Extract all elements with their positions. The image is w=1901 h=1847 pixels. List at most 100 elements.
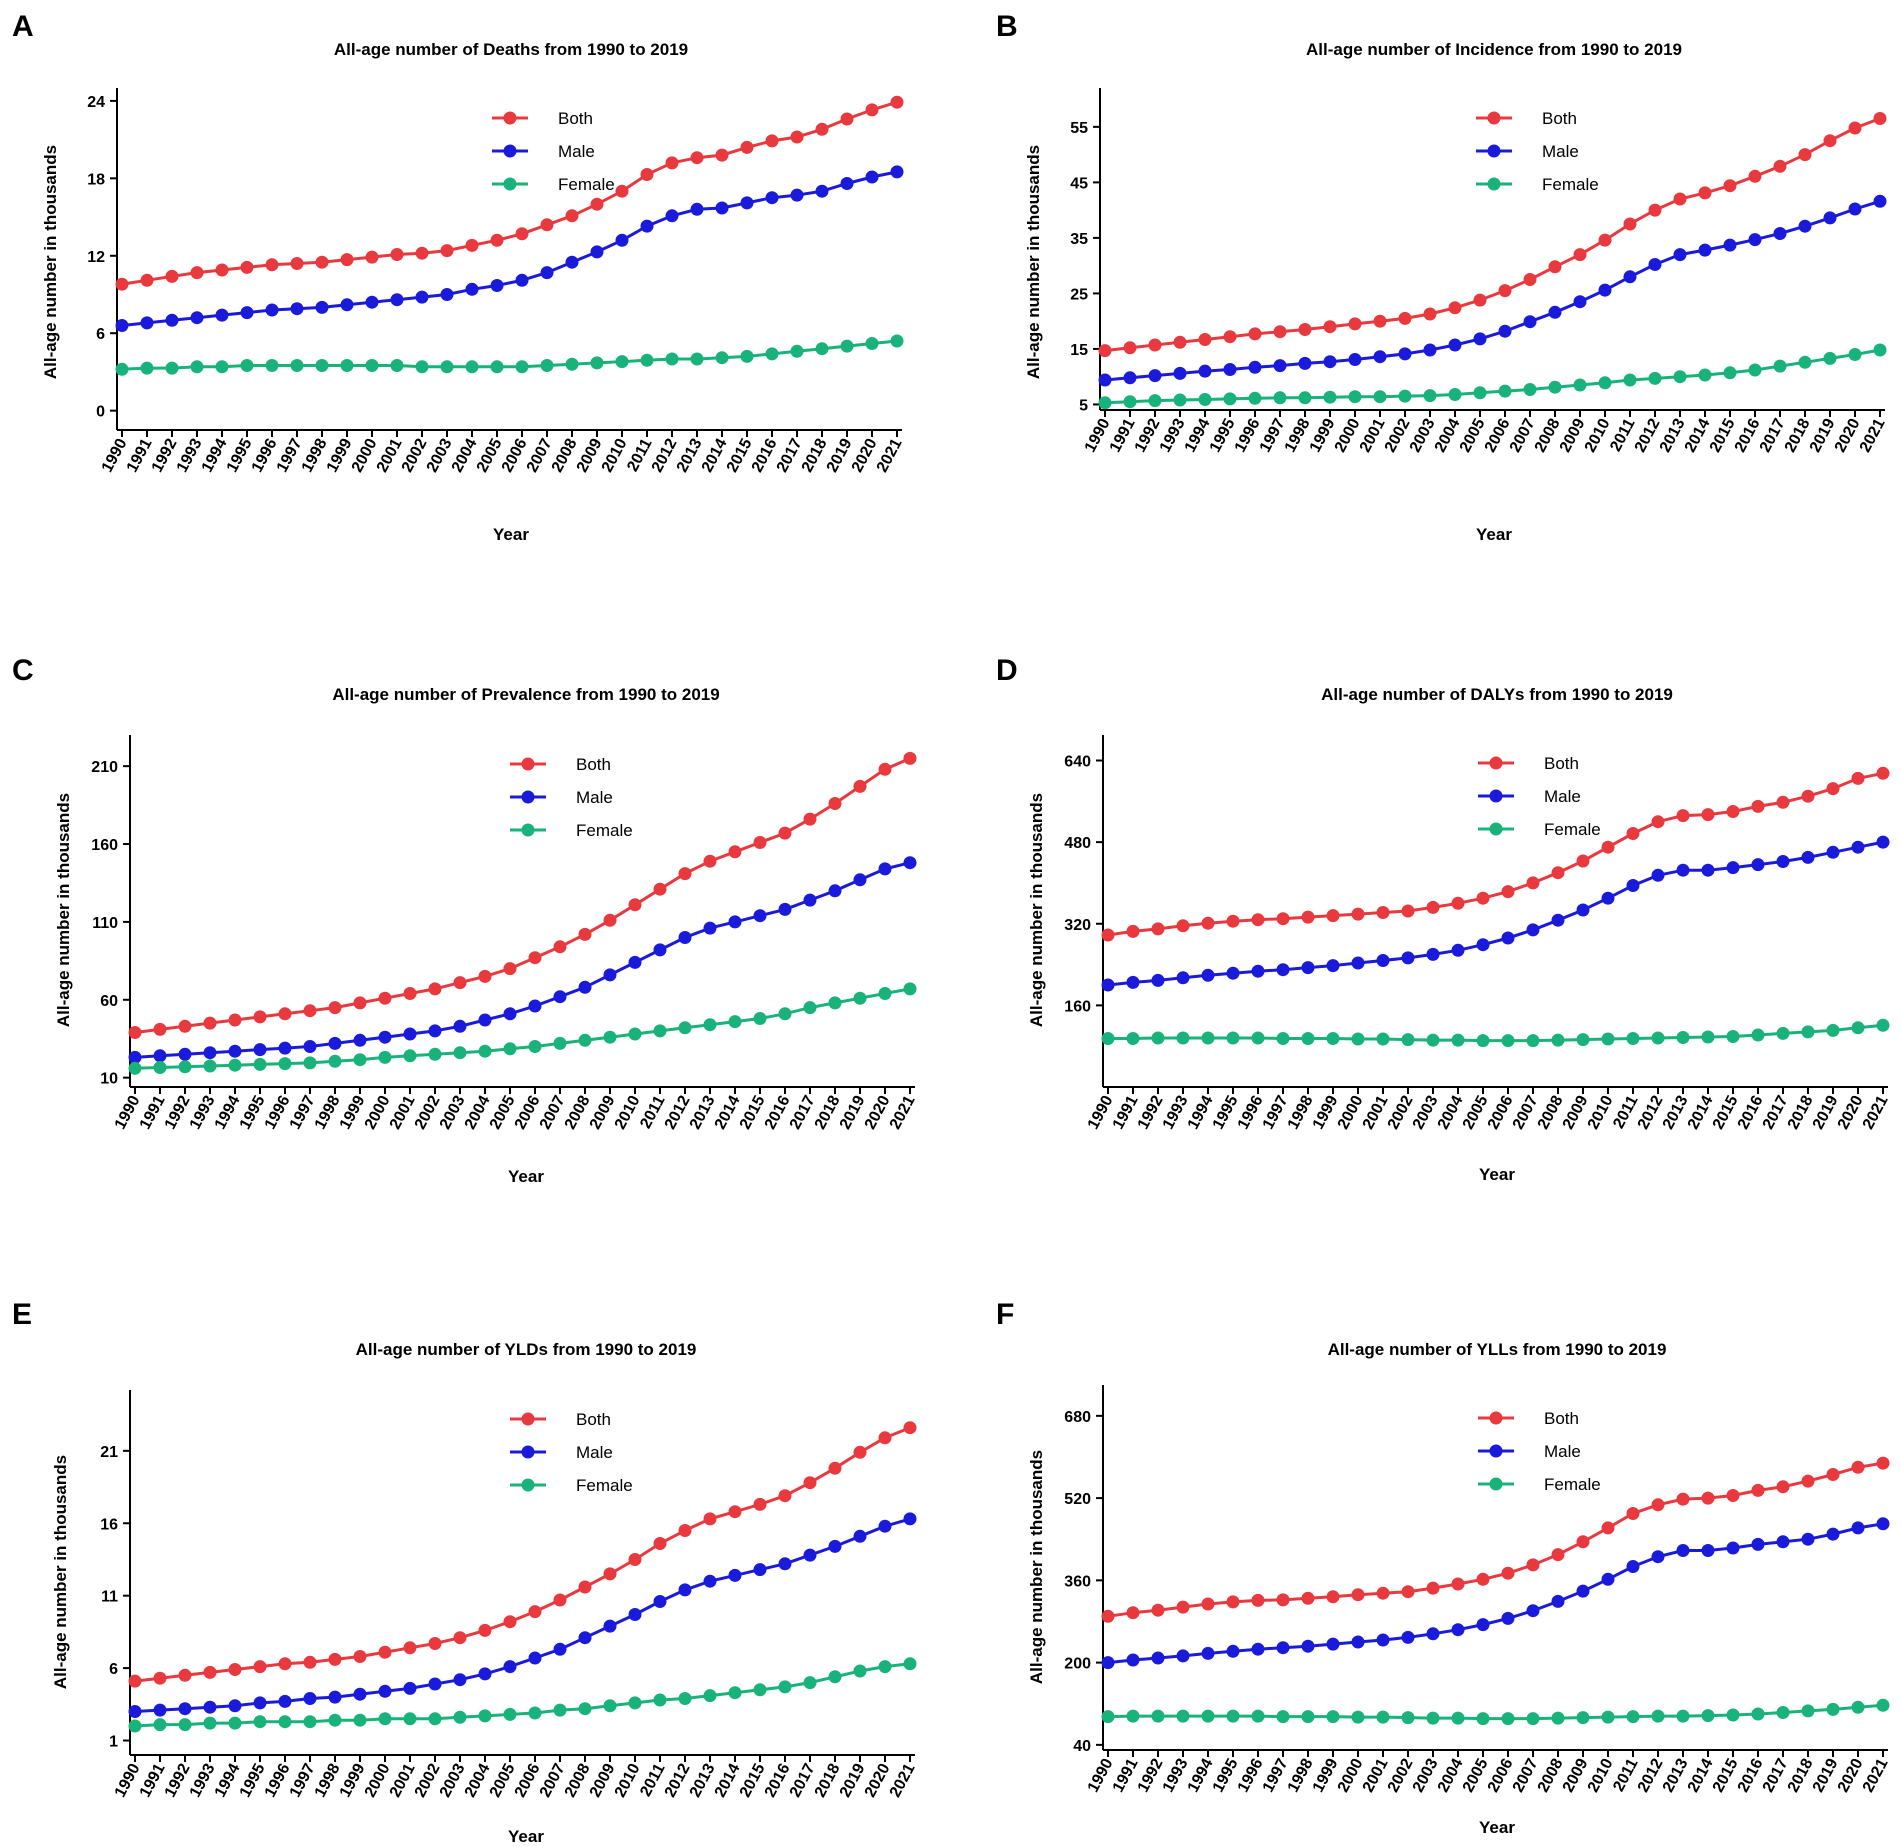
data-point-male [1198, 364, 1212, 378]
data-point-both [1226, 914, 1240, 928]
data-point-female [578, 1702, 592, 1716]
data-point-female [1626, 1032, 1640, 1045]
data-point-female [1376, 1710, 1390, 1724]
data-point-both [1598, 233, 1612, 247]
data-point-male [1348, 353, 1362, 366]
data-point-both [1476, 891, 1490, 905]
y-tick-label: 0 [96, 404, 105, 421]
data-point-female [778, 1680, 792, 1694]
data-point-female [178, 1718, 192, 1732]
data-point-female [1476, 1712, 1490, 1726]
data-point-male [328, 1690, 342, 1704]
data-point-male [1223, 363, 1237, 376]
data-point-male [428, 1024, 442, 1038]
data-point-male [403, 1681, 417, 1695]
data-point-female [665, 352, 679, 366]
data-point-both [1601, 840, 1615, 854]
y-tick-label: 320 [1064, 917, 1091, 934]
data-point-male [1426, 947, 1440, 961]
data-point-female [740, 349, 754, 363]
data-point-male [453, 1673, 467, 1687]
data-point-male [465, 282, 479, 296]
data-point-male [865, 170, 879, 184]
y-tick-label: 520 [1064, 1491, 1091, 1508]
data-point-female [1473, 386, 1487, 400]
data-point-both [1276, 1593, 1290, 1607]
data-point-female [1698, 368, 1712, 382]
data-point-female [853, 991, 867, 1005]
data-point-both [1426, 1581, 1440, 1595]
x-tick-label: 2021 [887, 1761, 919, 1800]
data-point-male [253, 1696, 267, 1710]
data-point-male [1573, 295, 1587, 309]
data-point-female [1251, 1709, 1265, 1723]
series-line-female [134, 1662, 911, 1728]
data-point-female [1526, 1712, 1540, 1726]
data-point-female [228, 1058, 242, 1072]
data-point-both [728, 845, 742, 859]
data-point-female [1673, 370, 1687, 384]
data-point-male [1276, 963, 1290, 977]
data-point-female [303, 1056, 317, 1070]
data-point-male [578, 1631, 592, 1645]
data-point-both [1848, 121, 1862, 135]
data-point-both [1873, 112, 1887, 125]
data-point-male [740, 196, 754, 210]
data-point-both [578, 1580, 592, 1594]
data-point-male [803, 1548, 817, 1562]
data-point-both [1401, 1585, 1415, 1599]
data-point-male [1526, 923, 1540, 937]
data-point-male [540, 266, 554, 280]
data-point-both [453, 1631, 467, 1645]
series-line-female [134, 987, 911, 1070]
data-point-female [565, 357, 579, 371]
data-point-male [415, 290, 429, 304]
data-point-male [1248, 360, 1262, 374]
data-point-both [1398, 311, 1412, 325]
data-point-both [1626, 1507, 1640, 1520]
data-point-female [903, 1657, 917, 1671]
data-point-female [553, 1703, 567, 1717]
data-point-female [728, 1686, 742, 1700]
data-point-both [803, 1476, 817, 1490]
data-point-male [1726, 1541, 1740, 1555]
data-point-male [365, 295, 379, 309]
data-point-male [128, 1705, 142, 1718]
legend-label: Both [558, 109, 593, 128]
data-point-male [1451, 943, 1465, 957]
data-point-female [1376, 1032, 1390, 1046]
x-tick-label: 2021 [874, 436, 906, 475]
data-point-female [1601, 1710, 1615, 1724]
data-point-male [1601, 1572, 1615, 1586]
chart-title: All-age number of YLDs from 1990 to 2019 [356, 1340, 697, 1359]
data-point-female [253, 1715, 267, 1729]
series-line-male [1104, 199, 1881, 382]
data-point-male [1526, 1604, 1540, 1618]
data-point-female [178, 1060, 192, 1074]
y-tick-label: 24 [87, 94, 105, 111]
data-point-female [1301, 1710, 1315, 1724]
data-point-male [553, 1642, 567, 1656]
data-point-both [740, 140, 754, 154]
data-point-both [228, 1013, 242, 1027]
legend-marker [1487, 144, 1501, 158]
data-point-both [840, 112, 854, 126]
data-point-male [1626, 1560, 1640, 1573]
data-point-female [1576, 1033, 1590, 1047]
data-point-both [1748, 169, 1762, 183]
data-point-male [1351, 956, 1365, 970]
data-point-male [778, 1557, 792, 1571]
data-point-female [1876, 1698, 1890, 1712]
data-point-both [1223, 330, 1237, 344]
data-point-female [1101, 1032, 1115, 1045]
data-point-both [853, 779, 867, 793]
data-point-male [1273, 359, 1287, 373]
y-tick-label: 21 [100, 1444, 118, 1461]
data-point-both [1476, 1572, 1490, 1586]
data-point-female [1626, 1710, 1640, 1724]
data-point-both [1576, 1535, 1590, 1549]
data-point-both [1473, 293, 1487, 307]
legend-marker [521, 1412, 535, 1426]
series-line-both [134, 1426, 911, 1683]
data-point-female [803, 1001, 817, 1015]
